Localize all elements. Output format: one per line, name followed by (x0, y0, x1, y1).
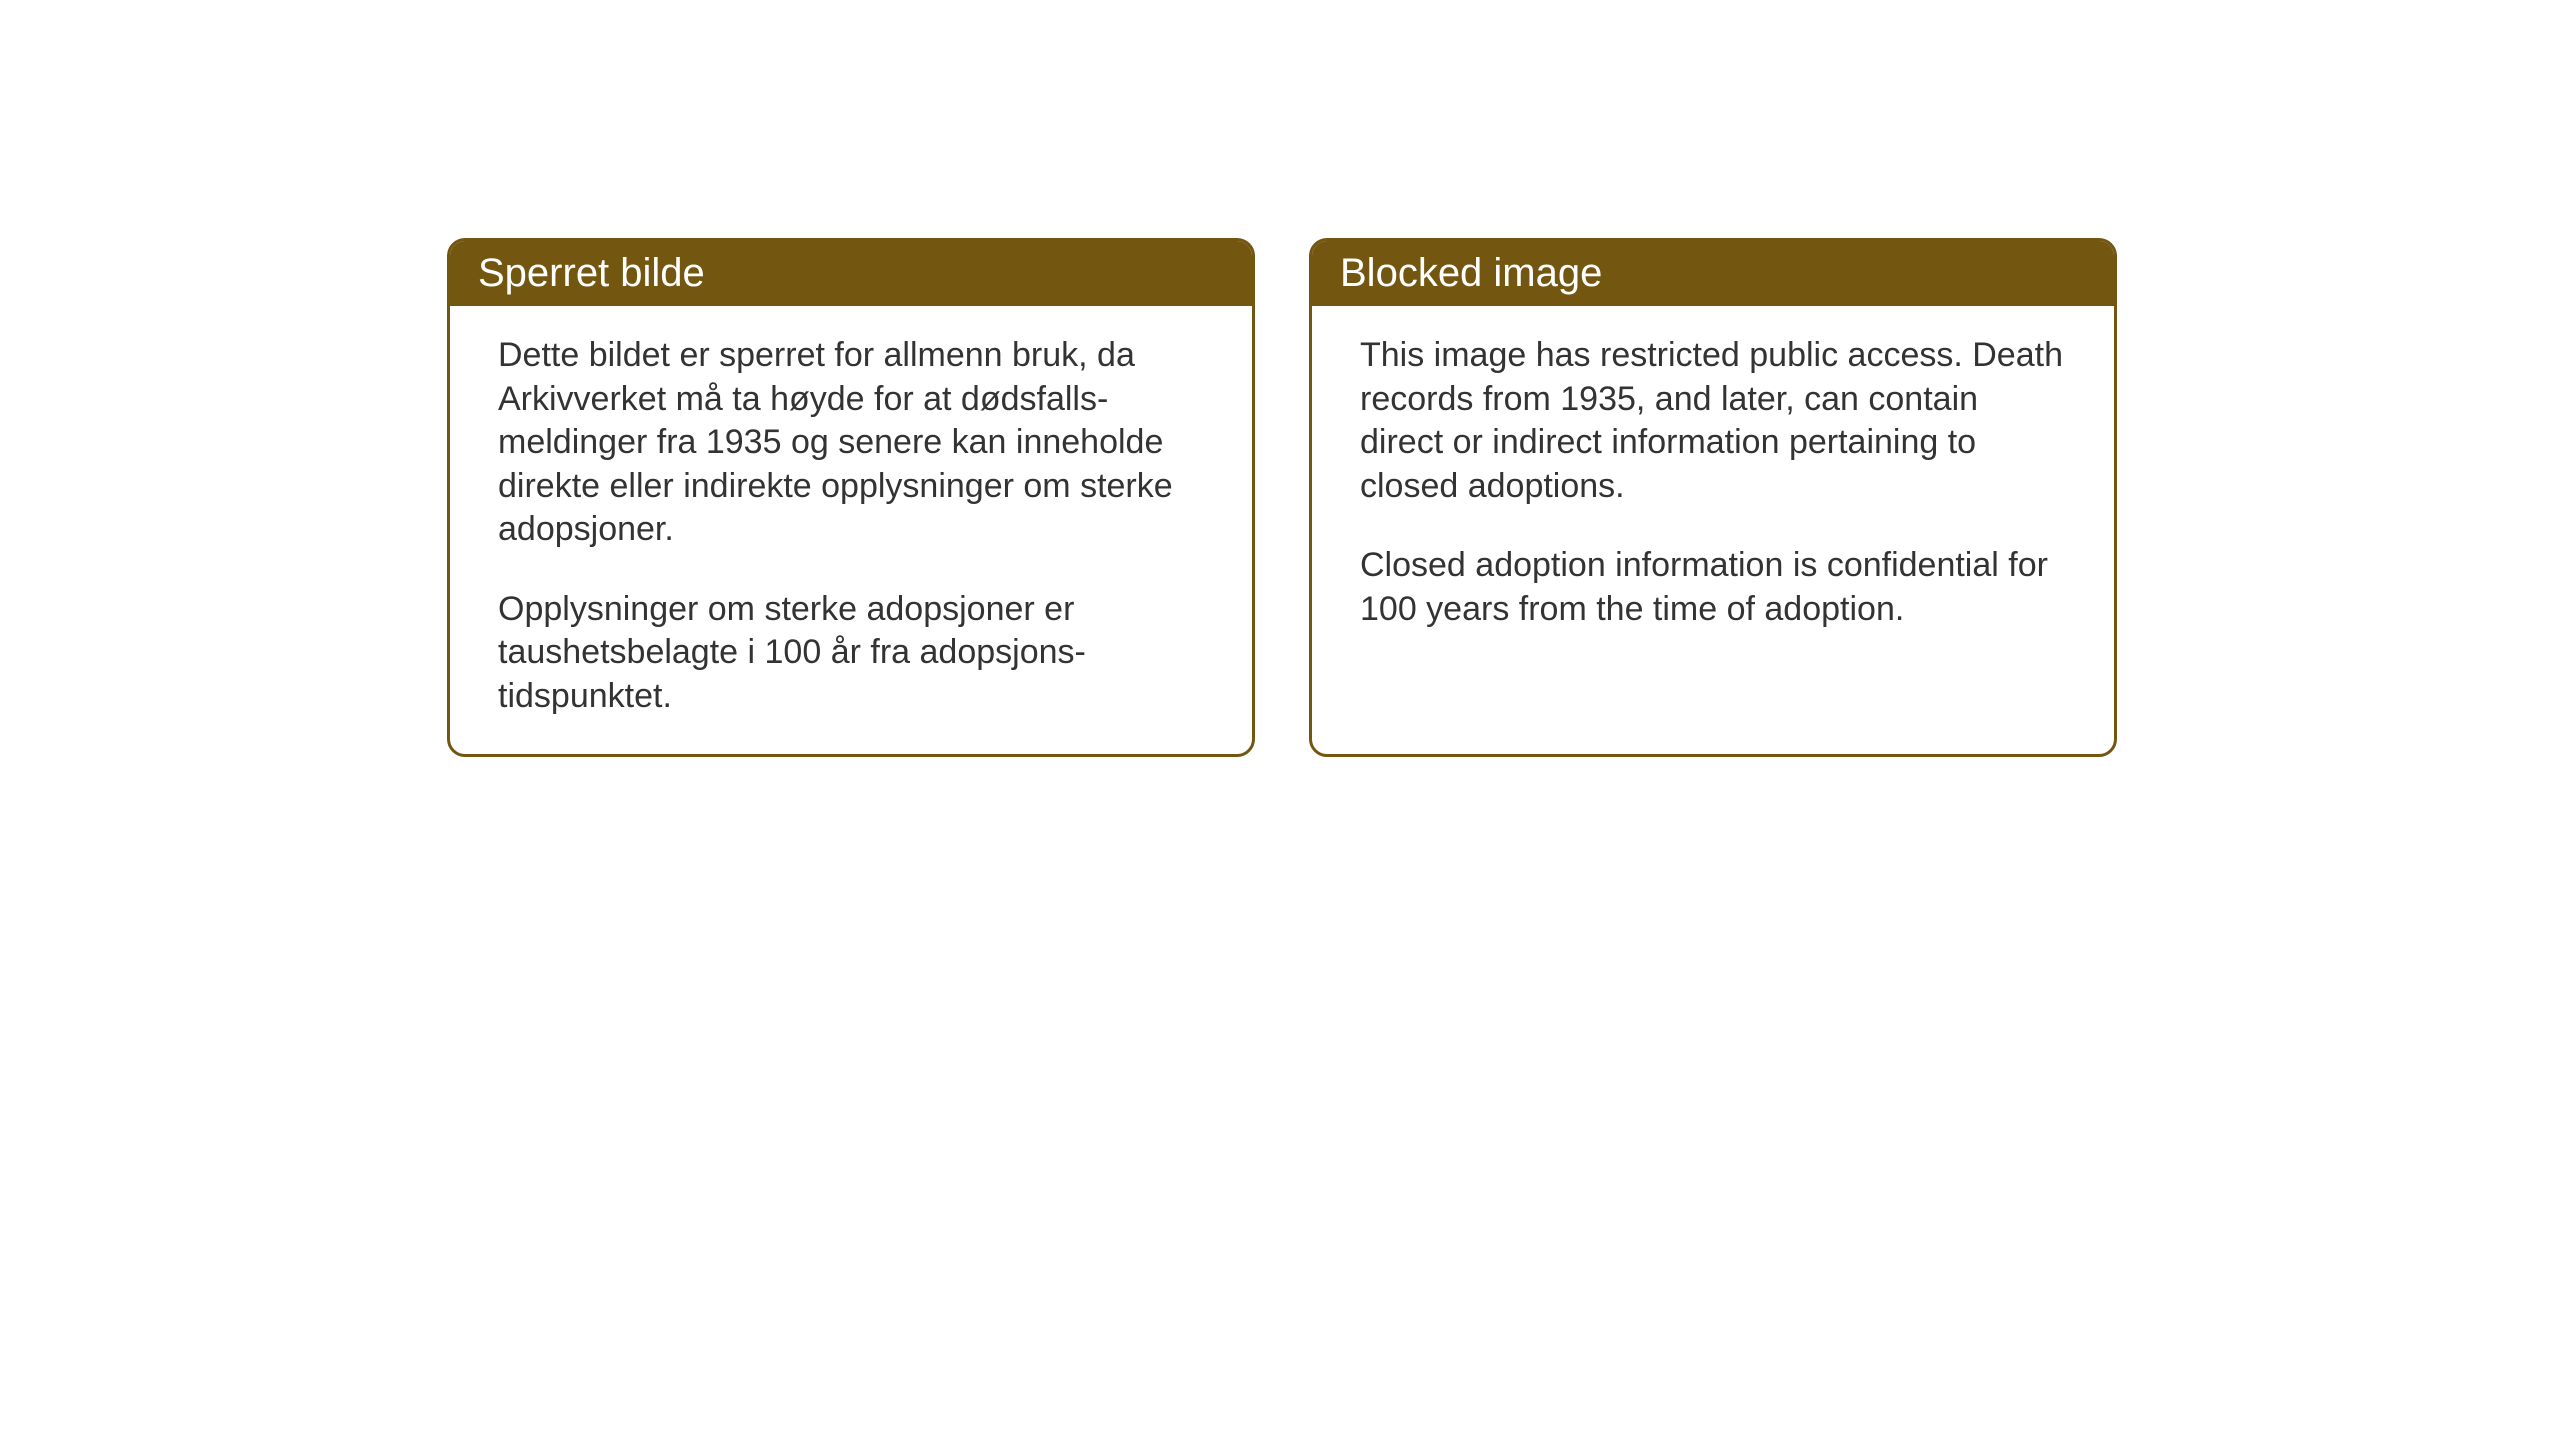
card-norwegian-paragraph1: Dette bildet er sperret for allmenn bruk… (498, 334, 1204, 552)
cards-container: Sperret bilde Dette bildet er sperret fo… (447, 238, 2117, 757)
card-english-paragraph1: This image has restricted public access.… (1360, 334, 2066, 508)
card-norwegian-paragraph2: Opplysninger om sterke adopsjoner er tau… (498, 588, 1204, 719)
card-norwegian: Sperret bilde Dette bildet er sperret fo… (447, 238, 1255, 757)
card-norwegian-header: Sperret bilde (450, 241, 1252, 306)
card-english-header: Blocked image (1312, 241, 2114, 306)
card-norwegian-body: Dette bildet er sperret for allmenn bruk… (450, 306, 1252, 754)
card-norwegian-title: Sperret bilde (478, 251, 705, 295)
card-english-body: This image has restricted public access.… (1312, 306, 2114, 734)
card-english: Blocked image This image has restricted … (1309, 238, 2117, 757)
card-english-title: Blocked image (1340, 251, 1602, 295)
card-english-paragraph2: Closed adoption information is confident… (1360, 544, 2066, 631)
